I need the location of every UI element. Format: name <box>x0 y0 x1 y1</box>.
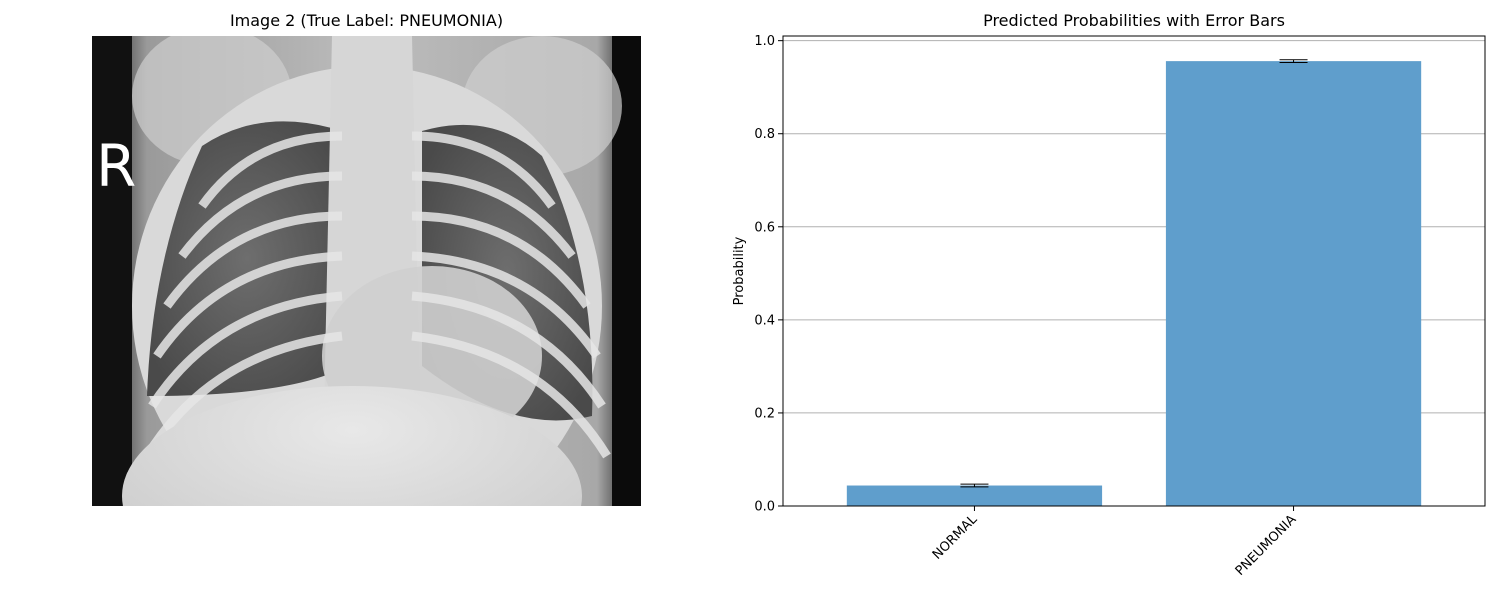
y-tick-label: 1.0 <box>754 34 775 49</box>
image-title: Image 2 (True Label: PNEUMONIA) <box>229 11 504 30</box>
chart-title: Predicted Probabilities with Error Bars <box>983 11 1285 30</box>
bar-pneumonia <box>1165 61 1422 506</box>
y-axis-label: Probability <box>732 236 747 305</box>
y-tick-label: 0.8 <box>754 127 775 142</box>
chart-bars <box>846 59 1422 506</box>
y-tick-label: 0.6 <box>754 220 775 235</box>
y-tick-label: 0.0 <box>754 500 775 515</box>
chart-frame <box>782 35 1486 507</box>
bar-normal <box>846 485 1103 506</box>
y-tick-label: 0.2 <box>754 406 775 421</box>
y-tick-label: 0.4 <box>754 313 775 328</box>
image-marker-letter: R <box>96 132 136 200</box>
error-bar-pneumonia <box>1279 59 1308 64</box>
x-tick-label-normal: NORMAL <box>930 512 981 563</box>
x-tick-label-pneumonia: PNEUMONIA <box>1233 512 1300 579</box>
chest-xray-image: R <box>92 26 641 600</box>
error-bar-normal <box>960 483 989 488</box>
